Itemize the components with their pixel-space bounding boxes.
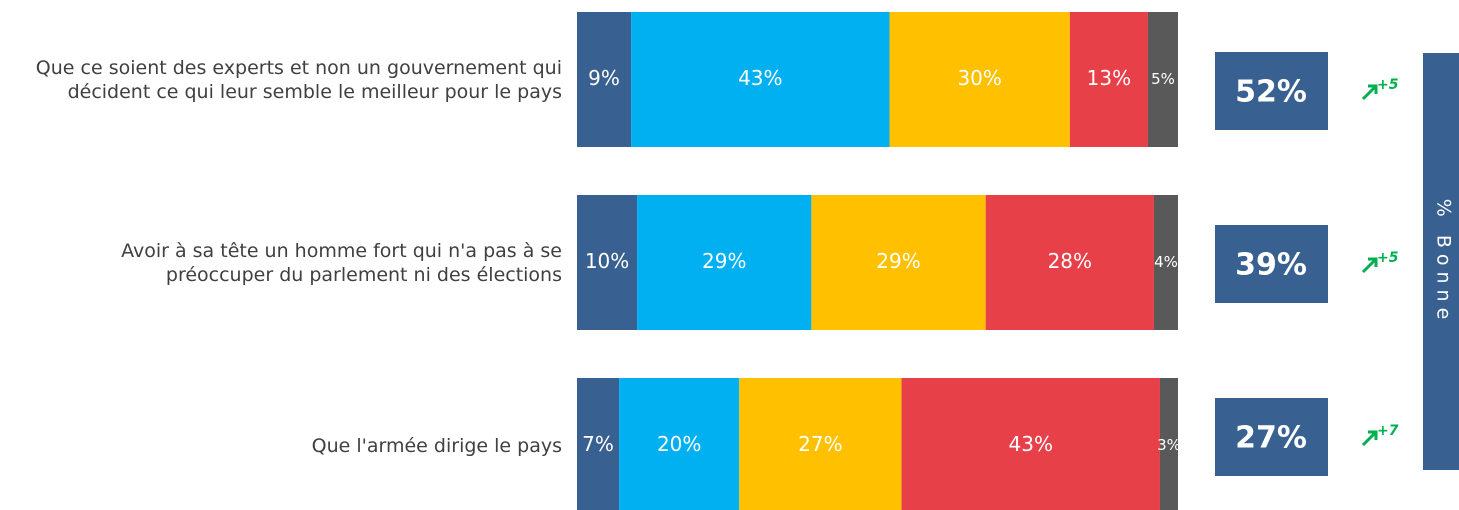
value-label: 43% <box>1009 432 1053 456</box>
value-label: 28% <box>1048 249 1092 273</box>
change-arrow <box>1361 257 1378 274</box>
value-label: 4% <box>1154 253 1178 271</box>
total-label: 27% <box>1235 421 1307 456</box>
bar-segment <box>1147 12 1178 147</box>
change-label: +5 <box>1377 250 1399 266</box>
bar-segment <box>577 378 620 510</box>
category-label: Que l'armée dirige le pays <box>311 434 562 457</box>
bar-segment <box>1153 195 1178 330</box>
bar-segment <box>811 195 986 330</box>
totals-title: % Bonne <box>1433 199 1455 326</box>
bar-segment <box>631 12 890 147</box>
bar-segment <box>577 195 638 330</box>
bar-segment <box>1159 378 1178 510</box>
bar-segment <box>901 378 1160 510</box>
change-label: +5 <box>1377 77 1399 93</box>
value-label: 43% <box>738 66 782 90</box>
category-label: Que ce soient des experts et non un gouv… <box>35 56 562 103</box>
change-label: +7 <box>1377 423 1399 439</box>
value-label: 29% <box>702 249 746 273</box>
value-label: 10% <box>585 249 629 273</box>
bar-segment <box>577 12 632 147</box>
total-box <box>1215 225 1328 303</box>
bar-segment <box>985 195 1154 330</box>
total-box <box>1215 398 1328 476</box>
value-label: 29% <box>876 249 920 273</box>
bar-segment <box>1069 12 1148 147</box>
bar-segment <box>637 195 812 330</box>
value-label: 9% <box>588 66 620 90</box>
value-label: 27% <box>798 432 842 456</box>
bar-segment <box>889 12 1070 147</box>
value-label: 7% <box>582 432 614 456</box>
value-label: 5% <box>1151 70 1175 88</box>
total-label: 39% <box>1235 248 1307 283</box>
bar-segment <box>739 378 902 510</box>
change-arrow <box>1361 84 1378 101</box>
totals-header <box>1423 53 1459 470</box>
category-label: Avoir à sa tête un homme fort qui n'a pa… <box>121 239 562 286</box>
value-label: 13% <box>1087 66 1131 90</box>
bar-segment <box>619 378 740 510</box>
total-label: 52% <box>1235 75 1307 110</box>
value-label: 30% <box>957 66 1001 90</box>
change-arrow <box>1361 430 1378 447</box>
total-box <box>1215 52 1328 130</box>
value-label: 3% <box>1157 436 1181 454</box>
value-label: 20% <box>657 432 701 456</box>
